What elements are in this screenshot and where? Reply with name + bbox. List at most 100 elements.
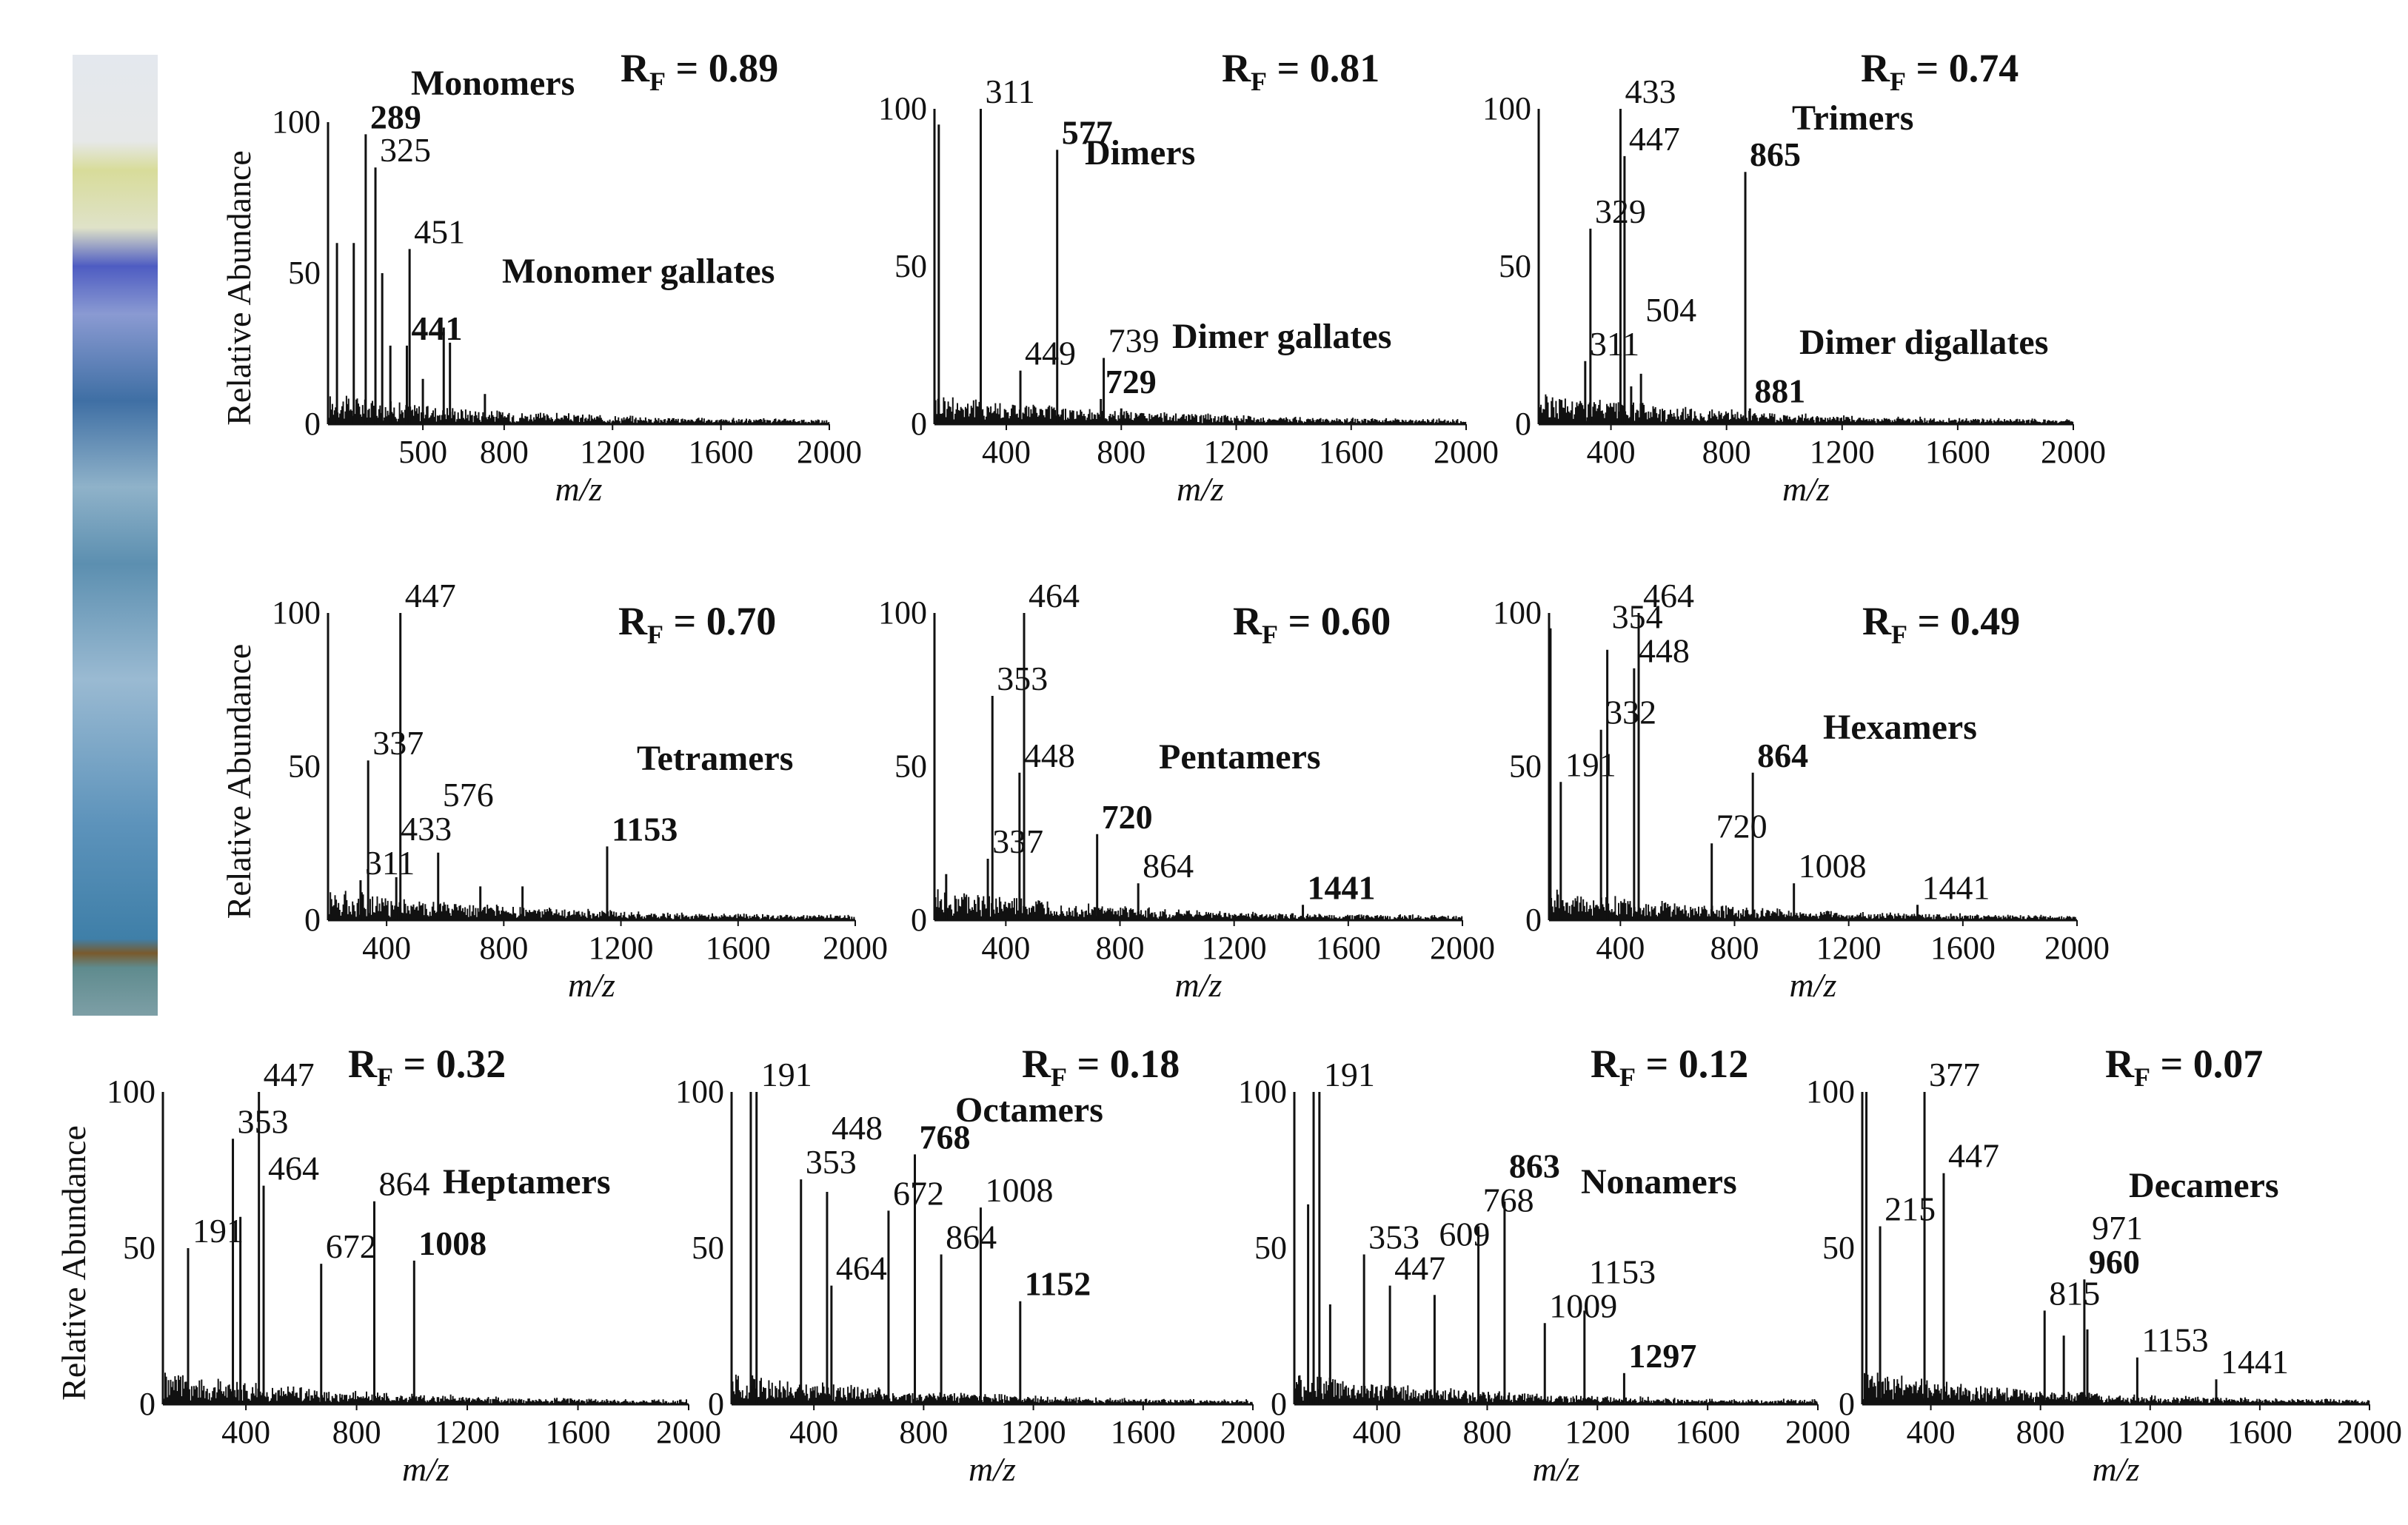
peak-label: 191 [1565,745,1616,783]
rf-value: RF = 0.81 [1222,46,1379,96]
x-tick-label: 400 [1596,930,1645,966]
peak-label: 1441 [2221,1343,2289,1381]
compound-class-label: Trimers [1792,98,1913,138]
x-axis-label: m/z [568,966,615,1004]
x-axis-label: m/z [969,1450,1016,1488]
y-tick-label: 0 [708,1386,724,1422]
peak-label: 353 [806,1143,857,1181]
y-tick-label: 0 [911,902,927,938]
x-tick-label: 400 [981,930,1030,966]
y-tick-label: 50 [894,248,927,284]
x-axis-label: m/z [555,470,603,508]
peak-label: 1008 [985,1171,1053,1209]
peak-label: 447 [1394,1250,1445,1287]
peak-label: 1297 [1628,1337,1696,1375]
y-tick-label: 0 [1839,1386,1855,1422]
spectrum-panel-9: 0 50 100 400 800 1200 1600 2000 m/z 191 3534476097… [1238,1042,1850,1488]
spectrum-panel-3: 0 50 100 400 800 1200 1600 2000 m/z 433 447 329 865 3… [1482,46,2106,508]
compound-class-label: Nonamers [1581,1162,1737,1201]
peak-label: 729 [1106,363,1157,400]
y-tick-label: 100 [1806,1073,1855,1110]
x-tick-label: 400 [982,434,1031,470]
y-tick-label: 50 [1254,1230,1287,1266]
peak-label: 1153 [2141,1321,2208,1359]
peak-label: 191 [193,1212,244,1250]
peak-label: 289 [370,98,421,135]
x-tick-label: 1200 [2118,1414,2183,1450]
y-tick-label: 50 [692,1230,724,1266]
peak-label: 447 [1948,1137,1999,1175]
spectrum-panel-4: 0 50 100 400 800 1200 1600 2000 m/z Relative Abun… [220,577,888,1004]
peak-label: 215 [1884,1190,1936,1227]
x-tick-label: 1200 [1202,930,1267,966]
x-tick-label: 2000 [2044,930,2110,966]
peak-label: 739 [1108,322,1160,360]
rf-value: RF = 0.49 [1862,599,2020,649]
x-tick-label: 1200 [1204,434,1269,470]
y-tick-label: 0 [1515,406,1531,442]
x-tick-label: 1600 [1316,930,1381,966]
x-tick-label: 800 [480,434,529,470]
compound-class-label: Pentamers [1159,737,1321,777]
peak-label: 609 [1439,1216,1490,1253]
peak-label: 325 [380,131,431,169]
x-tick-label: 2000 [2041,434,2106,470]
x-tick-label: 1600 [706,930,771,966]
peak-label: 337 [992,822,1043,860]
x-tick-label: 1200 [1001,1414,1066,1450]
peak-label: 504 [1645,291,1696,329]
x-axis-label: m/z [402,1450,449,1488]
x-tick-label: 1200 [580,434,645,470]
x-tick-label: 800 [1702,434,1751,470]
peak-label: 1152 [1025,1265,1091,1303]
x-tick-label: 1600 [1925,434,1990,470]
peak-label: 864 [1757,737,1808,774]
y-tick-label: 100 [272,594,321,631]
peak-label: 311 [985,73,1034,110]
peak-label: 881 [1754,372,1805,410]
peak-label: 768 [920,1118,971,1156]
compound-class-label: Decamers [2129,1166,2279,1205]
x-tick-label: 400 [789,1414,838,1450]
x-tick-label: 1600 [1111,1414,1176,1450]
x-tick-label: 2000 [1430,930,1495,966]
peak-label: 720 [1716,807,1767,845]
y-tick-label: 50 [1822,1230,1855,1266]
peak-label: 768 [1483,1182,1534,1219]
peak-label: 332 [1605,694,1656,731]
compound-class-label: Monomers [411,64,575,103]
y-tick-label: 0 [304,902,321,938]
x-tick-label: 1600 [546,1414,611,1450]
x-tick-label: 2000 [823,930,888,966]
peak-label: 864 [946,1218,997,1256]
x-tick-label: 800 [899,1414,948,1450]
x-tick-label: 1600 [2227,1414,2292,1450]
y-tick-label: 50 [1499,248,1531,284]
spectrum-panel-7: 0 50 100 400 800 1200 1600 2000 m/z Relative Abun… [55,1042,721,1488]
peak-label: 191 [761,1056,812,1093]
x-axis-label: m/z [2093,1450,2140,1488]
y-axis-label: Relative Abundance [220,644,258,919]
y-tick-label: 100 [878,594,927,631]
peak-label: 865 [1750,135,1801,173]
peak-label: 464 [268,1150,319,1187]
y-axis-label: Relative Abundance [55,1125,93,1401]
peak-label: 815 [2049,1274,2100,1312]
x-tick-label: 800 [1097,434,1146,470]
x-tick-label: 1200 [1565,1414,1630,1450]
rf-value: RF = 0.18 [1022,1042,1180,1092]
peak-label: 1153 [612,810,678,848]
peak-label: 960 [2089,1243,2140,1281]
y-tick-label: 0 [1525,902,1542,938]
y-tick-label: 100 [272,104,321,140]
rf-value: RF = 0.70 [618,599,776,649]
peak-label: 1008 [1799,847,1867,885]
peak-label: 353 [997,660,1048,697]
y-tick-label: 0 [304,406,321,442]
peak-label: 311 [1590,325,1639,363]
spectrum-panel-1: 0 50 100 500 800 1200 1600 2000 m/z Relative Abun… [220,46,862,508]
peak-label: 311 [365,844,415,882]
